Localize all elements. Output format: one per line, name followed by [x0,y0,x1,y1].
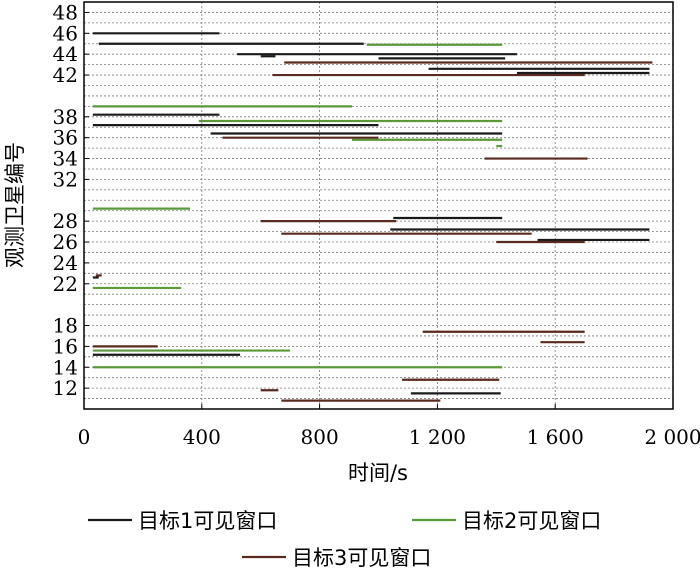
x-tick-label: 0 [78,425,91,449]
y-tick-label: 12 [53,376,78,400]
x-tick-label: 2 000 [644,425,700,449]
y-tick-label: 42 [53,63,78,87]
x-tick-label: 1 600 [527,425,584,449]
visibility-windows [92,32,653,402]
legend-label: 目标3可见窗口 [292,546,431,570]
y-tick-label: 16 [53,334,78,358]
y-tick-label: 24 [53,251,78,275]
y-tick-label: 22 [53,272,78,296]
y-tick-label: 14 [53,355,78,379]
y-tick-label: 48 [53,0,78,24]
y-tick-label: 26 [53,230,78,254]
y-tick-label: 46 [53,21,78,45]
y-tick-label: 36 [53,126,78,150]
y-tick-label: 38 [53,105,78,129]
x-axis-label: 时间/s [348,461,408,485]
x-tick-label: 400 [183,425,221,449]
y-tick-label: 18 [53,314,78,338]
x-tick-label: 1 200 [409,425,466,449]
legend-label: 目标1可见窗口 [138,509,277,533]
y-axis-label: 观测卫星编号 [3,142,27,268]
y-tick-label: 28 [53,209,78,233]
y-tick-label: 34 [53,147,78,171]
plot-frame [83,1,674,410]
y-tick-label: 32 [53,167,78,191]
x-tick-label: 800 [301,425,339,449]
legend-label: 目标2可见窗口 [462,509,601,533]
y-tick-label: 44 [53,42,78,66]
